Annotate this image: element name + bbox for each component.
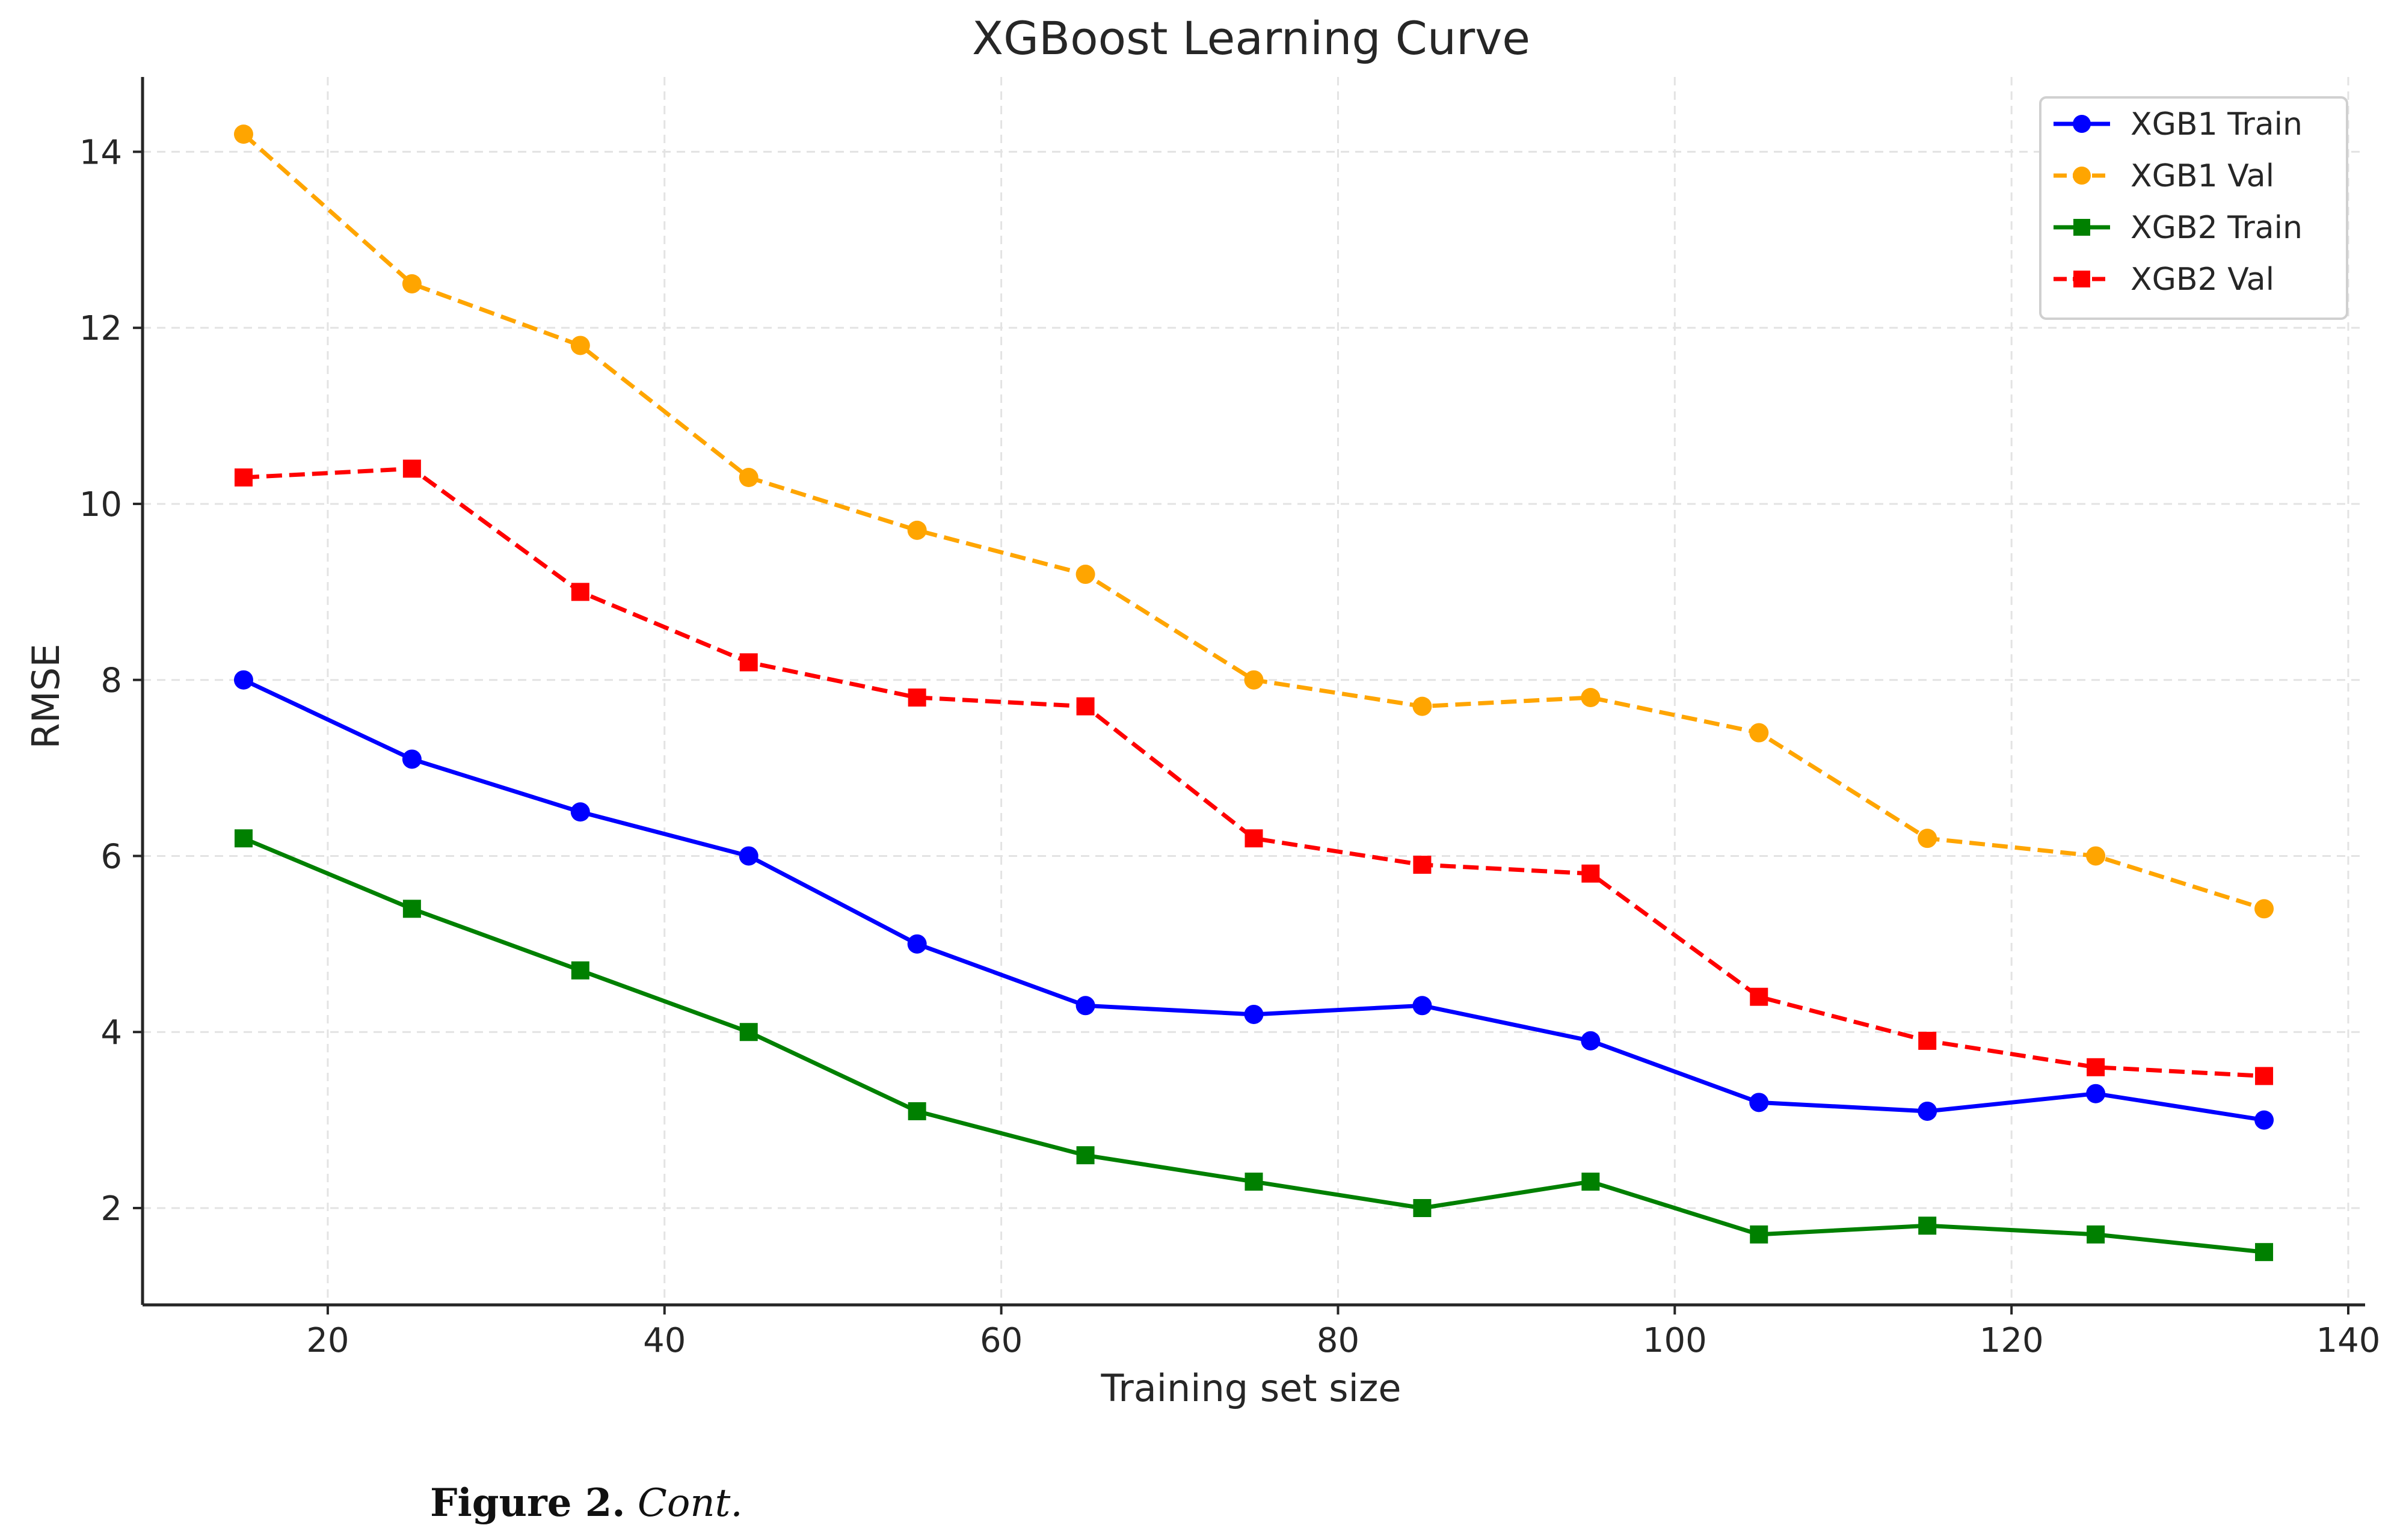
axes xyxy=(141,77,2365,1307)
data-point xyxy=(571,583,589,601)
figure-caption: Figure 2. Cont. xyxy=(430,1480,743,1526)
x-tick-label: 120 xyxy=(1980,1321,2044,1360)
data-point xyxy=(1244,670,1264,690)
legend-entry: XGB2 Train xyxy=(2054,210,2303,246)
x-tick-label: 80 xyxy=(1317,1321,1359,1360)
series-line xyxy=(243,466,2265,1078)
data-point xyxy=(234,468,253,487)
data-point xyxy=(2087,1058,2105,1076)
data-point xyxy=(1076,1146,1095,1165)
data-point xyxy=(570,802,590,822)
data-point xyxy=(1244,1004,1264,1024)
data-point xyxy=(571,961,589,980)
data-point xyxy=(2255,1243,2274,1262)
data-point xyxy=(1918,1101,1937,1121)
data-point xyxy=(233,670,253,690)
data-point xyxy=(402,900,421,918)
data-point xyxy=(908,688,926,707)
data-point xyxy=(1581,864,1600,883)
series-xgb2-train xyxy=(234,829,2274,1262)
chart-title: XGBoost Learning Curve xyxy=(972,11,1530,65)
data-point xyxy=(2254,1110,2274,1130)
data-point xyxy=(1749,1093,1769,1112)
legend-label: XGB1 Train xyxy=(2131,106,2303,143)
series-xgb1-train xyxy=(233,670,2274,1130)
legend-entry: XGB1 Val xyxy=(2054,158,2274,194)
ticks: 20 40 60 80 100 120 140 2 4 6 8 10 12 14 xyxy=(79,133,2381,1360)
data-point xyxy=(1075,996,1095,1016)
legend-label: XGB2 Val xyxy=(2131,262,2274,298)
data-point xyxy=(1581,687,1601,707)
data-point xyxy=(739,468,758,488)
data-point xyxy=(1750,1225,1768,1244)
data-point xyxy=(1918,1216,1937,1235)
series-group xyxy=(233,124,2274,1262)
x-tick-label: 60 xyxy=(980,1321,1023,1360)
x-tick-label: 20 xyxy=(306,1321,349,1360)
y-tick-label: 12 xyxy=(79,309,122,348)
data-point xyxy=(739,846,758,866)
data-point xyxy=(2086,1084,2106,1103)
data-point xyxy=(1918,1031,1937,1050)
data-point xyxy=(1581,1173,1600,1191)
data-point xyxy=(1412,996,1432,1016)
y-axis-label: RMSE xyxy=(24,643,68,749)
series-xgb1-val xyxy=(233,124,2274,919)
data-point xyxy=(907,520,927,540)
data-point xyxy=(1749,723,1769,743)
data-point xyxy=(402,274,422,293)
data-point xyxy=(1245,829,1263,848)
data-point xyxy=(1413,856,1432,874)
data-point xyxy=(402,459,421,478)
x-tick-label: 100 xyxy=(1643,1321,1707,1360)
data-point xyxy=(739,1023,758,1041)
data-point xyxy=(1245,1173,1263,1191)
x-tick-label: 140 xyxy=(2316,1321,2381,1360)
y-tick-label: 4 xyxy=(100,1013,122,1052)
data-point xyxy=(1750,987,1768,1006)
data-point xyxy=(907,934,927,954)
data-point xyxy=(2254,899,2274,919)
data-point xyxy=(2086,846,2106,866)
y-tick-label: 14 xyxy=(79,133,122,172)
data-point xyxy=(2087,1225,2105,1244)
caption-label: Figure 2. xyxy=(430,1480,626,1526)
grid-lines xyxy=(143,77,2365,1305)
series-line xyxy=(242,132,2265,911)
data-point xyxy=(1075,565,1095,584)
data-point xyxy=(402,749,422,769)
data-point xyxy=(234,829,253,848)
series-line xyxy=(242,678,2265,1123)
data-point xyxy=(233,124,253,144)
legend-entry: XGB1 Train xyxy=(2054,106,2303,143)
data-point xyxy=(1412,696,1432,716)
legend-label: XGB2 Train xyxy=(2131,210,2303,246)
data-point xyxy=(570,336,590,355)
y-tick-label: 8 xyxy=(100,661,122,701)
y-tick-label: 2 xyxy=(100,1189,122,1229)
legend-marker xyxy=(2073,271,2090,287)
legend-marker xyxy=(2073,167,2091,185)
x-tick-label: 40 xyxy=(643,1321,686,1360)
data-point xyxy=(739,653,758,672)
legend-marker xyxy=(2073,115,2091,133)
data-point xyxy=(2255,1067,2274,1085)
series-xgb2-val xyxy=(234,459,2274,1085)
learning-curve-chart: 20 40 60 80 100 120 140 2 4 6 8 10 12 14 XGBoost Lear… xyxy=(24,11,2381,1410)
legend-marker xyxy=(2073,219,2090,236)
x-axis-label: Training set size xyxy=(1100,1366,1401,1410)
legend: XGB1 Train XGB1 Val XGB2 Train XGB2 Val xyxy=(2039,96,2348,320)
caption-text: Cont. xyxy=(637,1481,743,1526)
y-tick-label: 6 xyxy=(100,837,122,876)
y-tick-label: 10 xyxy=(79,485,122,524)
data-point xyxy=(908,1102,926,1120)
legend-label: XGB1 Val xyxy=(2131,158,2274,194)
legend-entry: XGB2 Val xyxy=(2054,262,2274,298)
data-point xyxy=(1918,829,1937,848)
data-point xyxy=(1581,1031,1601,1051)
legend-box xyxy=(2039,96,2348,320)
data-point xyxy=(1076,697,1095,716)
data-point xyxy=(1413,1198,1432,1217)
